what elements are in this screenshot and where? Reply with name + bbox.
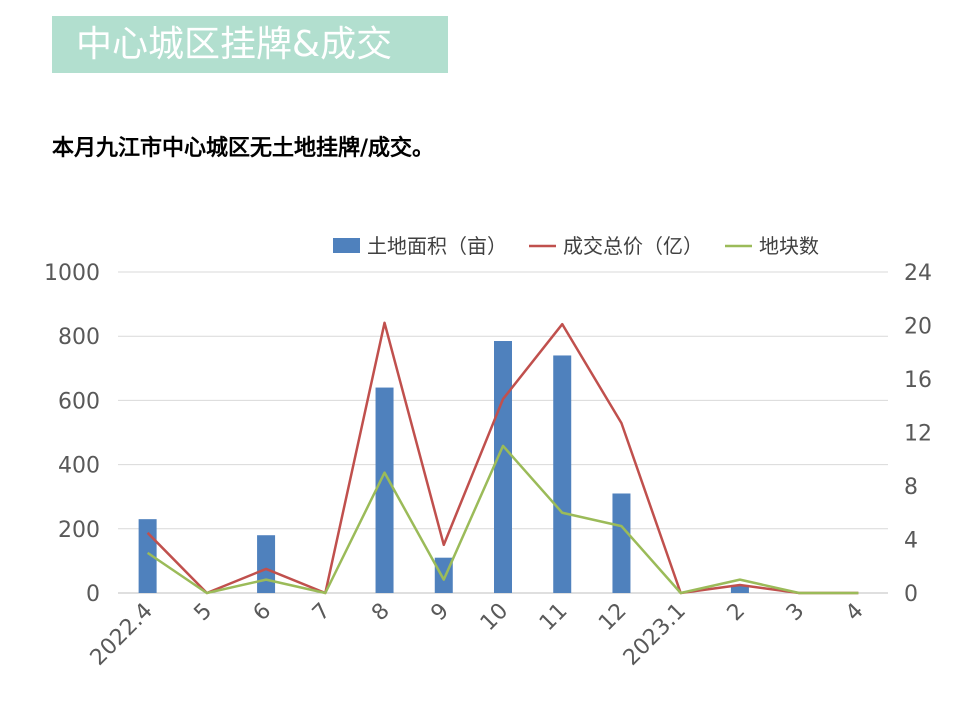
right-axis-tick-label: 8 [904,475,918,500]
right-axis-tick-label: 12 [904,422,932,447]
legend-label: 土地面积（亩） [367,234,507,258]
x-axis-tick-label: 8 [367,599,395,627]
right-axis-tick-label: 16 [904,368,932,393]
right-axis-tick-label: 24 [904,261,932,286]
legend-label: 地块数 [759,234,819,258]
x-axis-tick-label: 11 [535,599,572,636]
left-axis-ticks: 0 200 400 600 800 1000 [44,261,100,607]
bar [730,584,749,593]
series-line [146,444,859,595]
bar-series [138,341,749,593]
x-axis-tick-label: 12 [594,599,631,636]
x-axis-tick-label: 3 [782,599,810,627]
x-axis-tick-label: 4 [841,599,869,627]
x-axis-tick-label: 2022.4 [86,599,158,671]
right-axis-tick-label: 0 [904,582,918,607]
x-axis-tick-label: 9 [426,599,454,627]
x-axis-tick-label: 5 [190,599,218,627]
x-axis-tick-label: 2023.1 [619,599,691,671]
left-axis-tick-label: 0 [86,582,100,607]
section-title: 中心城区挂牌&成交 [52,16,448,73]
bar [494,341,512,593]
legend-item: 土地面积（亩） [333,234,507,258]
x-axis-tick-label: 2 [723,599,751,627]
line-series [146,321,859,595]
bar [612,493,631,593]
slide-subtitle: 本月九江市中心城区无土地挂牌/成交。 [52,136,435,161]
bar [257,535,276,593]
x-axis-tick-label: 7 [308,599,336,627]
legend-label: 成交总价（亿） [563,234,703,258]
bar [553,355,572,593]
left-axis-tick-label: 600 [58,389,100,414]
left-axis-tick-label: 200 [58,518,100,543]
bar [375,387,394,593]
right-axis-ticks: 0 4 8 12 16 20 24 [904,261,932,607]
series-line [146,321,859,595]
legend: 土地面积（亩） 成交总价（亿） 地块数 [333,234,819,258]
legend-item: 地块数 [725,234,819,258]
legend-swatch [333,238,360,253]
legend-item: 成交总价（亿） [529,234,703,258]
right-axis-tick-label: 4 [904,529,918,554]
left-axis-tick-label: 1000 [44,261,100,286]
left-axis-tick-label: 400 [58,454,100,479]
right-axis-tick-label: 20 [904,315,932,340]
left-axis-tick-label: 800 [58,325,100,350]
x-axis-tick-label: 6 [249,599,277,627]
x-axis-tick-label: 10 [476,599,513,636]
